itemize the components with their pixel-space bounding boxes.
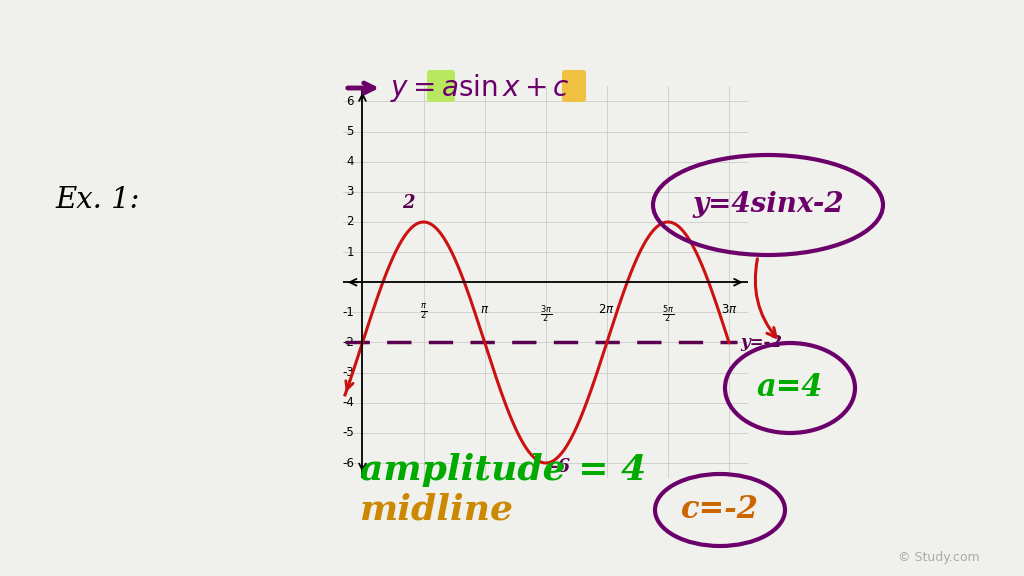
- Text: 2: 2: [346, 215, 354, 229]
- Text: $\frac{3\pi}{2}$: $\frac{3\pi}{2}$: [540, 304, 552, 325]
- Text: 1: 1: [346, 245, 354, 259]
- Text: -2: -2: [342, 336, 354, 349]
- Text: -3: -3: [342, 366, 354, 379]
- Text: y=-2: y=-2: [740, 334, 782, 351]
- Text: 5: 5: [346, 125, 354, 138]
- Text: $\frac{5\pi}{2}$: $\frac{5\pi}{2}$: [662, 304, 674, 325]
- Text: 2: 2: [402, 195, 415, 213]
- Text: amplitude = 4: amplitude = 4: [360, 453, 646, 487]
- Text: © Study.com: © Study.com: [898, 551, 980, 564]
- Text: $2\pi$: $2\pi$: [598, 304, 615, 316]
- Text: 3: 3: [346, 185, 354, 198]
- Text: $\pi$: $\pi$: [480, 304, 489, 316]
- Text: y=4sinx-2: y=4sinx-2: [692, 191, 844, 218]
- Text: -6: -6: [342, 457, 354, 469]
- Text: 4: 4: [346, 155, 354, 168]
- Text: -1: -1: [342, 306, 354, 319]
- Text: $3\pi$: $3\pi$: [721, 304, 737, 316]
- Text: midline: midline: [360, 493, 514, 527]
- FancyBboxPatch shape: [562, 70, 586, 102]
- Text: $\frac{\pi}{2}$: $\frac{\pi}{2}$: [420, 304, 427, 323]
- Text: c=-2: c=-2: [681, 495, 759, 525]
- Text: a=4: a=4: [757, 373, 823, 404]
- Text: $y = a\sin x + c$: $y = a\sin x + c$: [390, 72, 569, 104]
- Text: -4: -4: [342, 396, 354, 410]
- Text: -5: -5: [342, 426, 354, 439]
- Text: -6: -6: [551, 458, 570, 476]
- FancyBboxPatch shape: [427, 70, 455, 102]
- Text: 6: 6: [346, 95, 354, 108]
- Text: Ex. 1:: Ex. 1:: [55, 186, 139, 214]
